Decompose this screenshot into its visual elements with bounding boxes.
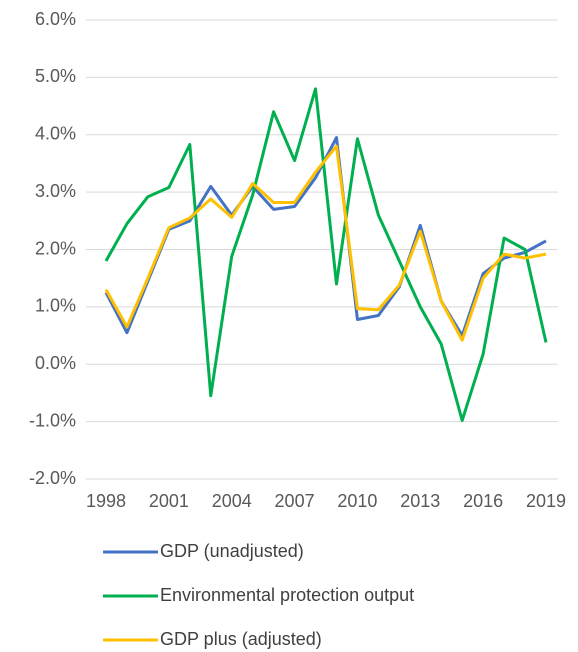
- series-line: [104, 136, 547, 338]
- legend-label: GDP plus (adjusted): [160, 629, 322, 649]
- y-tick-label: -1.0%: [29, 410, 76, 430]
- y-tick-label: 1.0%: [35, 296, 76, 316]
- series-line: [104, 144, 547, 342]
- y-tick-label: 6.0%: [35, 9, 76, 29]
- x-tick-label: 2016: [463, 491, 503, 511]
- x-tick-label: 2010: [337, 491, 377, 511]
- y-tick-label: 4.0%: [35, 124, 76, 144]
- y-tick-label: 2.0%: [35, 238, 76, 258]
- legend-label: Environmental protection output: [160, 585, 414, 605]
- x-tick-label: 2001: [149, 491, 189, 511]
- x-tick-label: 2019: [526, 491, 566, 511]
- y-tick-label: -2.0%: [29, 468, 76, 488]
- x-tick-label: 2007: [275, 491, 315, 511]
- y-tick-label: 0.0%: [35, 353, 76, 373]
- legend-label: GDP (unadjusted): [160, 541, 304, 561]
- y-tick-label: 5.0%: [35, 66, 76, 86]
- x-tick-label: 2004: [212, 491, 252, 511]
- x-tick-label: 1998: [86, 491, 126, 511]
- x-tick-label: 2013: [400, 491, 440, 511]
- series-line: [104, 87, 548, 422]
- y-tick-label: 3.0%: [35, 181, 76, 201]
